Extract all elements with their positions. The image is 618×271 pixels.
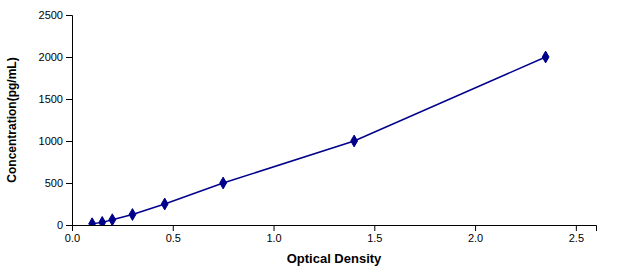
tick-mark: [274, 225, 275, 231]
marker: [542, 51, 549, 63]
tick-label: 2.5: [569, 232, 584, 244]
tick: 1500: [39, 93, 72, 105]
tick-label: 1500: [39, 93, 63, 105]
tick-mark: [66, 225, 72, 226]
tick: 2500: [39, 9, 72, 21]
tick: 0: [57, 219, 72, 231]
tick: 2000: [39, 51, 72, 63]
tick-label: 1000: [39, 135, 63, 147]
marker: [129, 209, 136, 221]
tick-label: 0: [57, 219, 63, 231]
tick-mark: [66, 99, 72, 100]
x-axis: 0.0 0.5 1.0 1.5 2.0 2.5: [65, 225, 597, 244]
plot-area: 0.0 0.5 1.0 1.5 2.0 2.5 0 500 1000 1500 2000 2500: [39, 9, 597, 244]
x-axis-title: Optical Density: [287, 251, 382, 266]
tick-label: 0.0: [65, 232, 80, 244]
tick-label: 500: [45, 177, 63, 189]
marker: [161, 198, 168, 210]
tick-label: 2.0: [468, 232, 483, 244]
tick-mark: [576, 225, 577, 231]
tick: 0.0: [65, 225, 80, 244]
tick: 1000: [39, 135, 72, 147]
series: [89, 51, 549, 225]
tick-label: 1.5: [367, 232, 382, 244]
y-axis-title: Concentration(pg/mL): [5, 57, 19, 182]
tick-label: 0.5: [166, 232, 181, 244]
tick-mark: [66, 183, 72, 184]
tick-mark: [66, 57, 72, 58]
tick: 1.0: [266, 225, 281, 244]
marker: [351, 135, 358, 147]
tick: 1.5: [367, 225, 382, 244]
tick-label: 2500: [39, 9, 63, 21]
tick-label: 2000: [39, 51, 63, 63]
tick: 0.5: [166, 225, 181, 244]
tick-mark: [173, 225, 174, 231]
tick-mark: [374, 225, 375, 231]
tick-mark: [66, 141, 72, 142]
line: [92, 57, 545, 224]
marker: [89, 218, 96, 225]
axis-line: [66, 16, 73, 226]
tick: 2.0: [468, 225, 483, 244]
tick-mark: [66, 15, 72, 16]
tick: 500: [45, 177, 72, 189]
marker: [109, 214, 116, 225]
tick: 2.5: [569, 225, 584, 244]
marker: [220, 177, 227, 189]
axis-line: [73, 226, 597, 232]
tick-mark: [475, 225, 476, 231]
y-axis: 0 500 1000 1500 2000 2500: [39, 9, 73, 231]
marker: [99, 216, 106, 225]
tick-label: 1.0: [266, 232, 281, 244]
chart: 0.0 0.5 1.0 1.5 2.0 2.5 0 500 1000 1500 2000 2500 Op…: [0, 0, 618, 271]
